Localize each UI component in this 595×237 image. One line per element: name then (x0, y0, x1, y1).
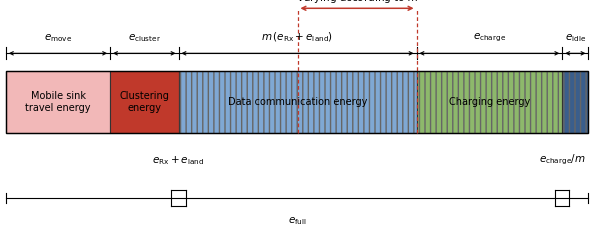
Text: Clustering
energy: Clustering energy (120, 91, 169, 113)
Bar (416, 71, 562, 133)
Text: $m\,(e_{\rm Rx}+e_{\rm land})$: $m\,(e_{\rm Rx}+e_{\rm land})$ (261, 30, 334, 44)
Bar (178, 71, 416, 133)
Text: $e_{\rm cluster}$: $e_{\rm cluster}$ (128, 32, 161, 44)
Bar (6, 71, 588, 133)
Bar (562, 71, 588, 133)
Text: $e_{\rm charge}$: $e_{\rm charge}$ (473, 32, 506, 44)
Text: $e_{\rm idle}$: $e_{\rm idle}$ (565, 32, 586, 44)
Text: Mobile sink
travel energy: Mobile sink travel energy (25, 91, 91, 113)
Bar (110, 71, 178, 133)
Bar (6, 71, 110, 133)
Text: $e_{\rm move}$: $e_{\rm move}$ (44, 32, 72, 44)
Text: $e_{\rm full}$: $e_{\rm full}$ (288, 216, 307, 228)
Text: Varying according to $m$: Varying according to $m$ (296, 0, 418, 5)
Text: Charging energy: Charging energy (449, 97, 530, 107)
Text: $e_{\rm Rx}+e_{\rm land}$: $e_{\rm Rx}+e_{\rm land}$ (152, 154, 205, 167)
Text: Data communication energy: Data communication energy (228, 97, 367, 107)
Bar (562, 71, 588, 133)
Text: $e_{\rm charge}/m$: $e_{\rm charge}/m$ (539, 153, 585, 167)
Bar (416, 71, 562, 133)
Bar (178, 71, 416, 133)
